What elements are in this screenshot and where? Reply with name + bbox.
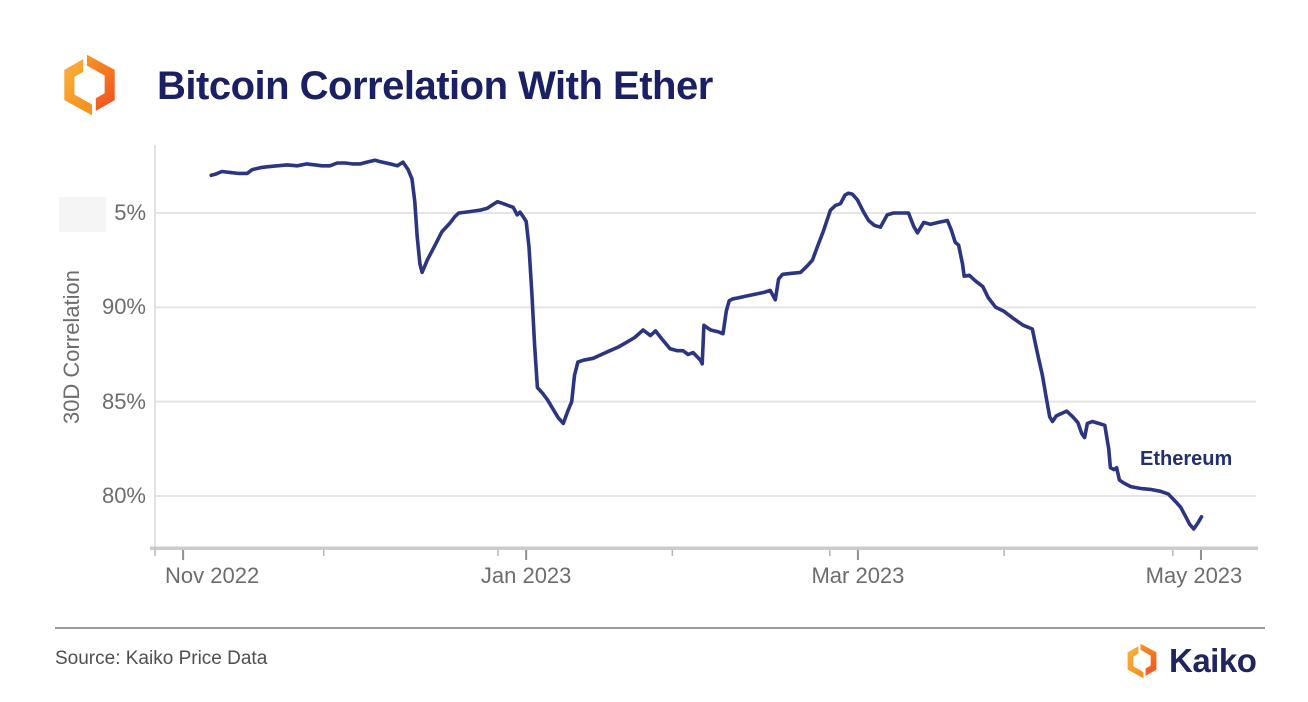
kaiko-logo-icon bbox=[1127, 643, 1157, 679]
footer-divider bbox=[55, 627, 1265, 629]
source-attribution: Source: Kaiko Price Data bbox=[55, 648, 268, 669]
kaiko-logo-icon bbox=[64, 54, 115, 116]
erased-watermark-patch bbox=[59, 197, 106, 232]
kaiko-wordmark: Kaiko bbox=[1169, 642, 1257, 679]
page-title: Bitcoin Correlation With Ether bbox=[157, 64, 713, 108]
ethereum-line bbox=[209, 158, 1204, 531]
x-axis-line bbox=[150, 546, 1258, 550]
